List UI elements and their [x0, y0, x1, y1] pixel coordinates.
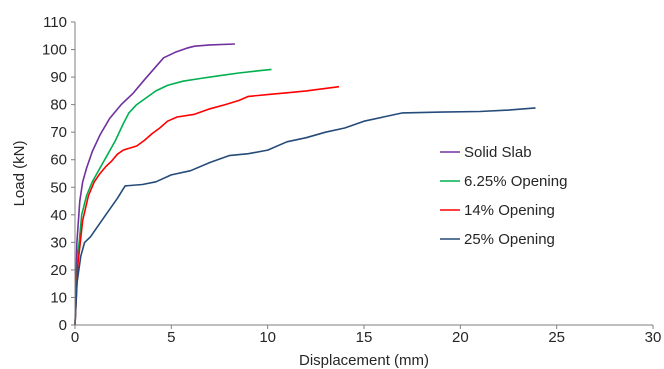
y-axis-title: Load (kN) [11, 141, 28, 207]
series-line-3 [74, 85, 340, 326]
y-tick-label: 90 [50, 69, 67, 86]
x-tick-label: 25 [548, 329, 565, 346]
y-tick-label: 80 [50, 97, 67, 114]
x-tick-label: 15 [356, 329, 373, 346]
legend-label: Solid Slab [464, 144, 532, 161]
series-layer [74, 43, 536, 326]
series-line-2 [74, 68, 272, 326]
y-tick-label: 110 [43, 14, 67, 31]
x-axis-ticks: 0 5 10 15 20 25 30 [71, 325, 662, 346]
y-tick-label: 100 [42, 42, 67, 59]
legend-label: 14% Opening [464, 202, 555, 219]
legend-label: 6.25% Opening [464, 173, 567, 190]
y-tick-label: 40 [50, 207, 67, 224]
x-tick-label: 0 [71, 329, 79, 346]
y-tick-label: 50 [50, 179, 67, 196]
x-tick-label: 5 [167, 329, 175, 346]
y-tick-label: 20 [50, 262, 67, 279]
legend-label: 25% Opening [464, 231, 555, 248]
x-tick-label: 10 [259, 329, 276, 346]
y-tick-label: 30 [50, 234, 67, 251]
x-axis-title: Displacement (mm) [299, 352, 429, 369]
series-line-1 [74, 43, 235, 326]
series-line-4 [74, 107, 536, 326]
legend: Solid Slab 6.25% Opening 14% Opening 25% Op… [440, 144, 567, 248]
y-tick-label: 0 [59, 317, 67, 334]
x-tick-label: 30 [645, 329, 662, 346]
y-tick-label: 60 [50, 152, 67, 169]
y-tick-label: 70 [50, 124, 67, 141]
x-tick-label: 20 [452, 329, 469, 346]
y-tick-label: 10 [50, 289, 67, 306]
y-axis-ticks: 0 10 20 30 40 50 60 70 80 90 100 110 [42, 14, 75, 334]
